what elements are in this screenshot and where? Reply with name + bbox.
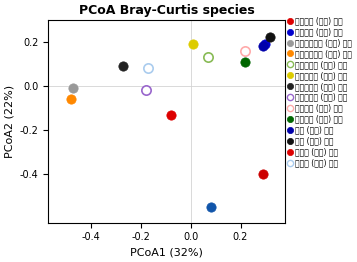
Point <box>68 97 74 101</box>
Point <box>190 42 196 46</box>
Point <box>70 86 76 90</box>
Point <box>243 48 248 53</box>
Y-axis label: PCoA2 (22%): PCoA2 (22%) <box>4 85 14 158</box>
Point <box>243 59 248 64</box>
Point <box>268 35 273 40</box>
Point <box>208 205 213 209</box>
Point <box>260 44 266 48</box>
Point <box>205 55 211 59</box>
Title: PCoA Bray-Curtis species: PCoA Bray-Curtis species <box>79 4 255 17</box>
Point <box>168 112 174 117</box>
Point <box>260 172 266 176</box>
Legend: 졸민들레 (제주) 근권, 졸민들레 (제주) 근면, 섬매발톱나무 (제주) 근권, 섬매발톱나무 (제주) 근면, 한라두구꽃 (제주) 근권, 한라두구꽃: 졸민들레 (제주) 근권, 졸민들레 (제주) 근면, 섬매발톱나무 (제주) … <box>288 16 352 168</box>
Point <box>120 64 126 68</box>
Point <box>143 88 149 92</box>
Point <box>145 66 151 70</box>
X-axis label: PCoA1 (32%): PCoA1 (32%) <box>130 248 203 258</box>
Point <box>263 42 268 46</box>
